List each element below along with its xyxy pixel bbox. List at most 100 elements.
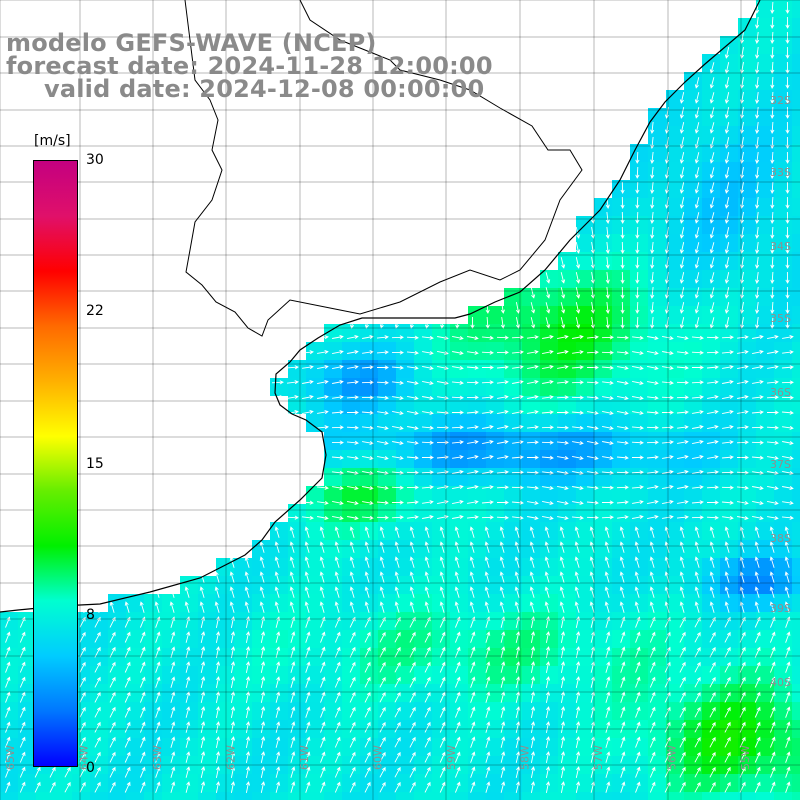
- coastline: [0, 0, 761, 613]
- wind-arrow: [512, 515, 524, 520]
- wind-arrow: [304, 526, 310, 538]
- wind-speed-cell: [18, 702, 36, 720]
- wind-arrow: [499, 526, 505, 538]
- wind-arrow: [260, 631, 266, 643]
- wind-speed-cell: [612, 414, 630, 432]
- wind-arrow: [215, 736, 221, 748]
- wind-speed-cell: [108, 702, 126, 720]
- wind-speed-cell: [504, 468, 522, 486]
- wind-speed-cell: [576, 594, 594, 612]
- wind-speed-cell: [594, 324, 612, 342]
- wind-arrow: [647, 484, 659, 490]
- wind-arrow: [679, 676, 686, 688]
- wind-arrow: [709, 257, 715, 269]
- wind-speed-cell: [522, 792, 540, 800]
- wind-arrow: [332, 515, 344, 521]
- wind-arrow: [542, 349, 554, 355]
- wind-speed-cell: [576, 576, 594, 594]
- wind-arrow: [379, 721, 386, 733]
- wind-speed-cell: [378, 576, 396, 594]
- wind-arrow: [724, 77, 730, 89]
- wind-arrow: [709, 631, 716, 643]
- wind-speed-cell: [396, 450, 414, 468]
- wind-arrow: [421, 470, 434, 475]
- wind-arrow: [275, 706, 281, 718]
- wind-arrow: [334, 721, 341, 733]
- wind-speed-cell: [342, 612, 360, 630]
- wind-arrow: [769, 541, 775, 553]
- wind-speed-cell: [738, 198, 756, 216]
- wind-speed-cell: [774, 198, 792, 216]
- wind-speed-cell: [288, 522, 306, 540]
- wind-speed-cell: [756, 774, 774, 792]
- wind-speed-cell: [756, 288, 774, 306]
- wind-arrow: [394, 526, 400, 538]
- wind-speed-cell: [612, 792, 630, 800]
- wind-arrow: [407, 365, 419, 370]
- wind-arrow: [347, 500, 359, 506]
- wind-arrow: [481, 500, 494, 505]
- wind-arrow: [586, 380, 599, 385]
- wind-arrow: [557, 410, 569, 415]
- wind-arrow: [541, 440, 554, 445]
- wind-arrow: [694, 92, 700, 104]
- wind-arrow: [679, 766, 686, 778]
- wind-arrow: [514, 571, 520, 583]
- wind-arrow: [421, 485, 434, 490]
- wind-arrow: [527, 455, 539, 460]
- wind-arrow: [470, 766, 476, 778]
- wind-arrow: [422, 500, 434, 505]
- wind-arrow: [500, 631, 506, 643]
- wind-speed-cell: [522, 432, 540, 450]
- wind-arrow: [245, 781, 251, 793]
- wind-speed-cell: [342, 468, 360, 486]
- wind-speed-cell: [540, 594, 558, 612]
- wind-speed-cell: [396, 522, 414, 540]
- wind-arrow: [347, 515, 359, 521]
- wind-speed-cell: [54, 792, 72, 800]
- wind-arrow: [785, 181, 790, 194]
- wind-arrow: [394, 586, 400, 598]
- wind-arrow: [109, 721, 116, 733]
- wind-speed-cell: [594, 540, 612, 558]
- wind-speed-cell: [648, 216, 666, 234]
- wind-arrow: [694, 197, 700, 209]
- wind-speed-cell: [666, 648, 684, 666]
- wind-arrow: [691, 500, 704, 505]
- wind-arrow: [454, 751, 461, 763]
- wind-arrow: [379, 736, 386, 748]
- wind-speed-cell: [558, 360, 576, 378]
- wind-arrow: [332, 334, 344, 340]
- wind-arrow: [364, 317, 370, 329]
- wind-arrow: [722, 515, 734, 520]
- wind-speed-cell: [252, 684, 270, 702]
- wind-speed-cell: [198, 738, 216, 756]
- longitude-label: 56W: [666, 745, 679, 770]
- wind-arrow: [139, 721, 146, 733]
- wind-arrow: [424, 526, 430, 538]
- wind-speed-cell: [234, 594, 252, 612]
- wind-speed-cell: [612, 252, 630, 270]
- wind-arrow: [349, 556, 355, 568]
- wind-speed-cell: [378, 396, 396, 414]
- wind-speed-cell: [522, 378, 540, 396]
- wind-speed-cell: [396, 396, 414, 414]
- wind-arrow: [646, 410, 659, 415]
- wind-arrow: [602, 440, 614, 446]
- wind-arrow: [649, 691, 656, 703]
- wind-speed-cell: [774, 108, 792, 126]
- wind-arrow: [784, 526, 790, 538]
- wind-arrow: [346, 440, 359, 445]
- wind-speed-cell: [360, 738, 378, 756]
- wind-speed-cell: [324, 450, 342, 468]
- latitude-label: 32S: [770, 94, 791, 107]
- wind-arrow: [737, 500, 749, 505]
- wind-speed-cell: [360, 324, 378, 342]
- wind-speed-cell: [558, 648, 576, 666]
- wind-arrow: [619, 601, 625, 613]
- wind-speed-cell: [648, 270, 666, 288]
- wind-speed-cell: [558, 306, 576, 324]
- wind-arrow: [530, 302, 536, 314]
- wind-speed-cell: [486, 378, 504, 396]
- wind-arrow: [394, 766, 401, 778]
